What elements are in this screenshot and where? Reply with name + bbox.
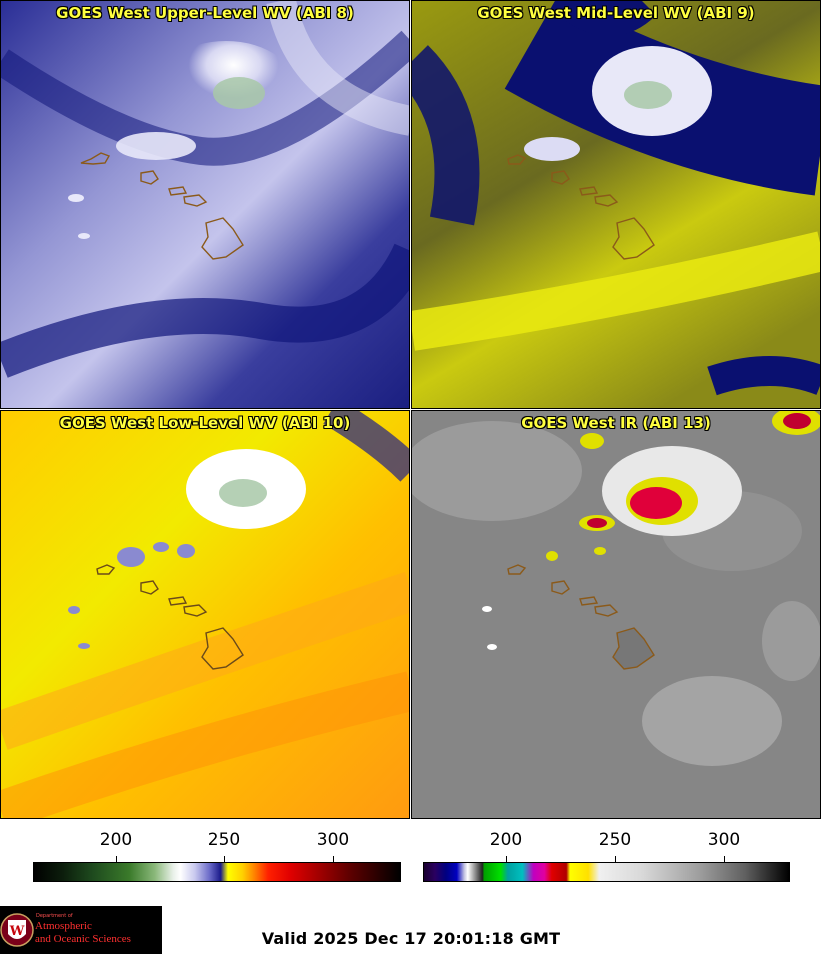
ir-tick-label: 200: [489, 830, 523, 850]
panel-mid-level-wv: GOES West Mid-Level WV (ABI 9): [411, 0, 821, 409]
wv-tick-label: 300: [316, 830, 350, 850]
mid-level-wv-image: [412, 1, 820, 408]
coastline-outline: [507, 564, 655, 670]
coastline-outline: [96, 564, 244, 670]
valid-time: Valid 2025 Dec 17 20:01:18 GMT: [261, 929, 561, 948]
svg-text:W: W: [9, 924, 25, 939]
ir-colorbar-gradient: [423, 862, 790, 882]
logo-oceanic-line: and Oceanic Sciences: [35, 933, 131, 945]
wv-tick-label: 200: [99, 830, 133, 850]
wv-tick-mark: [116, 856, 117, 862]
ir-tick-mark: [615, 856, 616, 862]
wv-tick-label: 250: [207, 830, 241, 850]
panel-ir: GOES West IR (ABI 13): [411, 410, 821, 819]
ir-tick-label: 250: [598, 830, 632, 850]
panel-title: GOES West Upper-Level WV (ABI 8): [56, 4, 354, 22]
upper-level-wv-image: [1, 1, 409, 408]
logo-atmospheric-line: Atmospheric: [35, 920, 92, 932]
ir-tick-mark: [506, 856, 507, 862]
panel-upper-level-wv: GOES West Upper-Level WV (ABI 8): [0, 0, 410, 409]
panel-title: GOES West IR (ABI 13): [521, 414, 711, 432]
wv-colorbar-gradient: [33, 862, 401, 882]
wv-colorbar: 200 250 300: [0, 822, 411, 887]
coastline-outline: [80, 152, 244, 260]
ir-image: [412, 411, 820, 818]
uw-crest-icon: W: [0, 913, 34, 947]
wv-tick-mark: [224, 856, 225, 862]
wv-tick-mark: [333, 856, 334, 862]
coastline-outline: [507, 154, 655, 260]
panel-title: GOES West Low-Level WV (ABI 10): [59, 414, 351, 432]
panel-title: GOES West Mid-Level WV (ABI 9): [477, 4, 755, 22]
aos-logo: W Department of Atmospheric and Oceanic …: [0, 906, 162, 954]
ir-tick-label: 300: [707, 830, 741, 850]
logo-dept-line: Department of: [36, 913, 73, 919]
ir-tick-mark: [724, 856, 725, 862]
ir-colorbar: 200 250 300: [411, 822, 822, 887]
low-level-wv-image: [1, 411, 409, 818]
panel-low-level-wv: GOES West Low-Level WV (ABI 10): [0, 410, 410, 819]
